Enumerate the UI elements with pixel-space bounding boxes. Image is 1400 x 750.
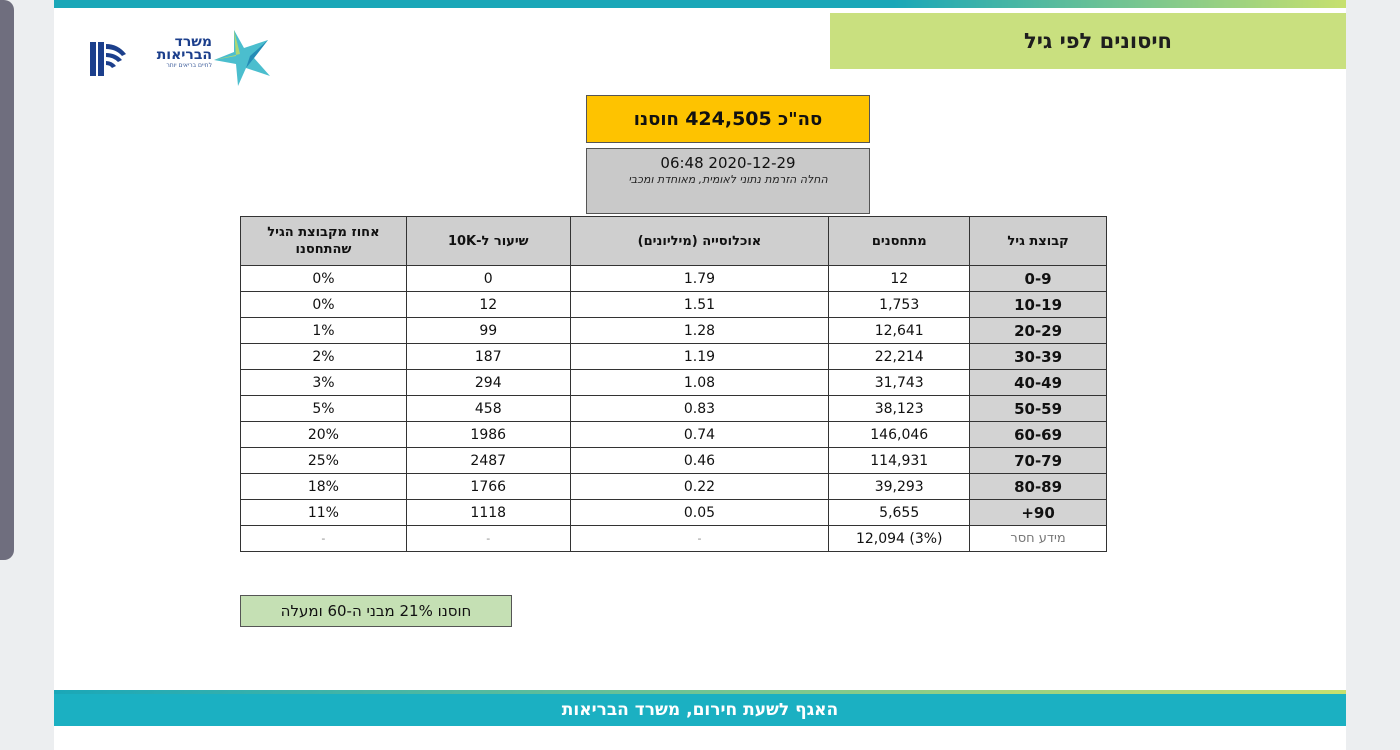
cell-age: 60-69	[969, 421, 1107, 448]
cell-population: 0.22	[569, 473, 830, 500]
cell-rate: 1118	[405, 499, 571, 526]
footer-bar: האגף לשעת חירום, משרד הבריאות	[54, 690, 1346, 726]
table-header-row: קבוצת גיל מתחסנים אוכלוסייה (מיליונים) ש…	[240, 216, 1107, 266]
page-title: חיסונים לפי גיל	[1023, 29, 1172, 53]
side-panel-edge	[0, 0, 14, 560]
cell-age: 10-19	[969, 291, 1107, 318]
cell-percent: -	[240, 525, 407, 552]
cell-population: 1.08	[569, 369, 830, 396]
footnote-text: חוסנו 21% מבני ה-60 ומעלה	[280, 602, 472, 620]
cell-rate: 1766	[405, 473, 571, 500]
header-vaccinated: מתחסנים	[828, 216, 971, 266]
cell-rate: 99	[405, 317, 571, 344]
cell-population: 1.28	[569, 317, 830, 344]
cell-vaccinated: 1,753	[828, 291, 971, 318]
ministry-logo: משרד הבריאות לחיים בריאים יותר	[88, 26, 278, 90]
cell-rate: 1986	[405, 421, 571, 448]
total-suffix: חוסנו	[633, 108, 679, 130]
cell-rate: -	[405, 525, 571, 552]
total-vaccinated-box: סה"כ 424,505 חוסנו	[586, 95, 870, 143]
cell-vaccinated: 146,046	[828, 421, 971, 448]
logo-tagline: לחיים בריאים יותר	[166, 62, 212, 69]
cell-population: 0.05	[569, 499, 830, 526]
cell-age: 80-89	[969, 473, 1107, 500]
table-row: 0-9 12 1.79 0 0%	[240, 265, 1107, 292]
cell-percent: 20%	[240, 421, 407, 448]
table-row: 80-89 39,293 0.22 1766 18%	[240, 473, 1107, 500]
table-row: 40-49 31,743 1.08 294 3%	[240, 369, 1107, 396]
cell-population: 0.83	[569, 395, 830, 422]
cell-vaccinated: 38,123	[828, 395, 971, 422]
cell-percent: 1%	[240, 317, 407, 344]
cell-percent: 0%	[240, 265, 407, 292]
star-logo-icon	[214, 30, 270, 86]
table-row: 10-19 1,753 1.51 12 0%	[240, 291, 1107, 318]
cell-rate: 187	[405, 343, 571, 370]
logo-text: משרד הבריאות לחיים בריאים יותר	[146, 34, 212, 70]
cell-age: 50-59	[969, 395, 1107, 422]
header-rate: שיעור ל-10K	[405, 216, 571, 266]
cell-rate: 2487	[405, 447, 571, 474]
logo-text-line2: הבריאות	[156, 47, 212, 63]
cell-rate: 458	[405, 395, 571, 422]
table-row: 50-59 38,123 0.83 458 5%	[240, 395, 1107, 422]
cell-percent: 2%	[240, 343, 407, 370]
header-age-group: קבוצת גיל	[969, 216, 1107, 266]
cell-population: 0.74	[569, 421, 830, 448]
cell-rate: 294	[405, 369, 571, 396]
footer-text: האגף לשעת חירום, משרד הבריאות	[561, 700, 839, 720]
cell-percent: 25%	[240, 447, 407, 474]
cell-percent: 0%	[240, 291, 407, 318]
cell-vaccinated: 39,293	[828, 473, 971, 500]
top-stripe	[54, 0, 1346, 8]
cell-vaccinated: 12	[828, 265, 971, 292]
update-datetime: 06:48 2020-12-29	[660, 154, 796, 172]
logo-text-line1: משרד	[174, 34, 212, 50]
cell-percent: 3%	[240, 369, 407, 396]
cell-percent: 5%	[240, 395, 407, 422]
total-prefix: סה"כ	[778, 108, 823, 130]
cell-age: 0-9	[969, 265, 1107, 292]
cell-vaccinated: 31,743	[828, 369, 971, 396]
cell-vaccinated: 5,655	[828, 499, 971, 526]
cell-population: 1.79	[569, 265, 830, 292]
cell-age: 40-49	[969, 369, 1107, 396]
cell-percent: 11%	[240, 499, 407, 526]
cell-age: מידע חסר	[969, 525, 1107, 552]
cell-population: -	[569, 525, 830, 552]
table-row-missing-data: מידע חסר 12,094 (3%) - - -	[240, 525, 1107, 552]
cell-vaccinated: 114,931	[828, 447, 971, 474]
total-value: 424,505	[685, 108, 772, 130]
footnote-box: חוסנו 21% מבני ה-60 ומעלה	[240, 595, 512, 627]
vaccination-table: קבוצת גיל מתחסנים אוכלוסייה (מיליונים) ש…	[240, 216, 1107, 552]
cell-vaccinated: 22,214	[828, 343, 971, 370]
cell-rate: 0	[405, 265, 571, 292]
data-source-note: החלה הזרמת נתוני לאומית, מאוחדת ומכבי	[628, 173, 828, 186]
header-population: אוכלוסייה (מיליונים)	[569, 216, 830, 266]
cell-age: 30-39	[969, 343, 1107, 370]
table-row: 90+ 5,655 0.05 1118 11%	[240, 499, 1107, 526]
table-row: 70-79 114,931 0.46 2487 25%	[240, 447, 1107, 474]
slide: משרד הבריאות לחיים בריאים יותר חיסונים ל…	[54, 0, 1346, 750]
header-percent: אחוז מקבוצת הגיל שהתחסנו	[240, 216, 407, 266]
emblem-icon	[90, 42, 126, 76]
cell-percent: 18%	[240, 473, 407, 500]
cell-age: 70-79	[969, 447, 1107, 474]
table-row: 60-69 146,046 0.74 1986 20%	[240, 421, 1107, 448]
table-row: 30-39 22,214 1.19 187 2%	[240, 343, 1107, 370]
cell-age: 90+	[969, 499, 1107, 526]
update-info-box: 06:48 2020-12-29 החלה הזרמת נתוני לאומית…	[586, 148, 870, 214]
title-band: חיסונים לפי גיל	[830, 13, 1346, 69]
cell-rate: 12	[405, 291, 571, 318]
cell-vaccinated: 12,641	[828, 317, 971, 344]
cell-population: 1.19	[569, 343, 830, 370]
cell-vaccinated: 12,094 (3%)	[828, 525, 971, 552]
cell-age: 20-29	[969, 317, 1107, 344]
table-row: 20-29 12,641 1.28 99 1%	[240, 317, 1107, 344]
cell-population: 0.46	[569, 447, 830, 474]
cell-population: 1.51	[569, 291, 830, 318]
